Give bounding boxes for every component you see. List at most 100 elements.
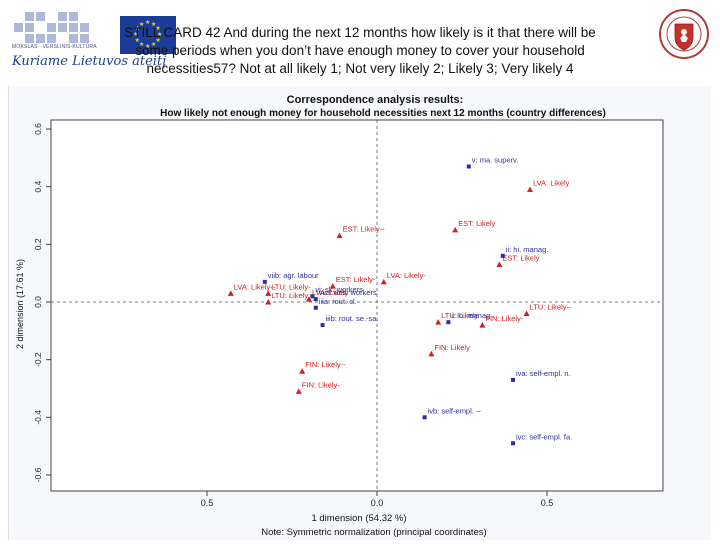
x-axis-label: 1 dimension (54.32 %) [311,513,406,524]
point-label: viia: uns. workers [319,288,377,297]
point-marker-occupation [262,279,267,284]
y-tick-label: -0.2 [33,352,43,367]
logo-cell [36,12,45,21]
y-tick-label: 0.6 [33,123,43,135]
point-marker-occupation [511,441,515,446]
point-label: FIN: Likely-- [305,360,346,369]
y-tick-label: -0.4 [33,410,43,425]
y-tick-label: 0.2 [33,238,43,250]
title-line-3: necessities57? Not at all likely 1; Not … [146,61,574,76]
x-tick-label: 0.0 [371,498,384,508]
point-label: FIN: Likely [434,343,470,352]
point-label: EST: Likely- [336,275,376,284]
point-label: LTU: Likely-- [530,303,572,312]
point-label: v: ma. superv. [472,155,519,164]
point-label: vi: sk. workers [315,285,363,294]
chart-subtitle: How likely not enough money for househol… [160,108,606,119]
point-label: LVA: Likely [312,288,349,297]
point-label: LVA: Likely- [387,271,426,280]
title-line-1: STILL CARD 42 And during the next 12 mon… [124,25,596,40]
point-marker-occupation [511,377,515,382]
eu-star-icon: ★ [139,42,145,49]
point-label: i: lo. manag. [451,311,492,320]
point-marker-country [527,186,533,193]
point-marker-country [452,226,459,233]
university-seal-icon [659,9,709,59]
logo-cell [80,34,89,43]
point-marker-country [265,299,272,305]
logo-script: Kuriame Lietuvos ateitį [12,54,167,69]
eu-star-icon: ★ [145,44,151,50]
plot-frame [50,119,664,492]
axes-layer: 0.5 0.0 0.5 0.6 0.4 0.2 0.0 -0.2 -0.4 -0.6 [33,120,663,508]
y-axis-label: 2 dimension (17.61 %) [15,259,25,349]
y-tick-label: -0.6 [33,467,43,482]
eu-star-icon: ★ [133,32,139,38]
point-marker-country [227,290,234,296]
chart-title: Correspondence analysis results: [287,94,464,106]
logo-cell [69,23,78,32]
point-label: EST: Likely [502,254,539,263]
eu-star-icon: ★ [151,42,157,49]
point-marker-country [428,350,435,357]
x-tick-label: 0.5 [201,498,214,508]
point-label: LTU: Likely- [271,282,311,291]
point-label: EST: Likely-- [343,225,386,234]
eu-star-icon: ★ [157,32,163,38]
plot-panel: Correspondence analysis results: How lik… [8,86,711,540]
eu-star-icon: ★ [155,38,161,44]
logo-cell [25,34,34,43]
eu-flag-icon: ★ ★ ★ ★ ★ ★ ★ ★ ★ ★ ★ ★ [120,16,176,54]
point-marker-country [295,388,302,394]
point-label: FIN: Likely- [302,380,340,389]
points-layer: LVA: Likely EST: Likely EST: Likely-- EST: … [227,155,572,446]
eu-star-icon: ★ [145,20,151,26]
logo-cell [69,12,78,21]
point-marker-country [329,283,336,289]
logo-cell [25,12,34,21]
point-label: ii: hi. manag. [506,245,549,254]
point-label: iva: self-empl. n. [516,369,571,378]
point-label: LTU: Likely [441,311,478,320]
point-marker-occupation [310,294,315,299]
project-logo: MOKSLAS - VERSLINIS-KULTŪRA Kuriame Liet… [8,10,166,74]
logo-cell [58,23,67,32]
point-label: FIN: Likely- [485,314,523,323]
logo-cell [25,23,34,32]
eu-star-icon: ★ [151,21,157,28]
point-marker-occupation [500,253,505,258]
point-marker-occupation [466,164,471,169]
point-label: iiia: rout. cl. [319,297,357,306]
point-marker-occupation [313,297,318,302]
eu-star-icon: ★ [139,21,145,28]
slide-title: STILL CARD 42 And during the next 12 mon… [90,24,630,78]
y-tick-label: 0.4 [33,180,43,192]
point-marker-occupation [446,320,451,325]
point-marker-country [380,278,387,285]
point-label: LTU: Likely [271,291,308,300]
point-label: LVA: Likely-- [234,282,276,291]
point-marker-occupation [313,305,318,310]
point-label: ivc: self-empl. fa. [516,432,572,441]
y-tick-label: 0.0 [33,296,43,308]
point-marker-occupation [422,415,427,420]
point-marker-country [306,296,312,302]
point-marker-country [523,310,530,317]
correspondence-chart: Correspondence analysis results: How lik… [15,94,664,538]
point-label: iiib: rout. se.-sa. [326,314,379,323]
logo-caption: MOKSLAS - VERSLINIS-KULTŪRA [12,44,97,50]
title-line-2: some periods when you don’t have enough … [135,43,585,58]
eu-star-icon: ★ [134,38,140,44]
eu-star-icon: ★ [134,26,140,32]
point-marker-country [479,322,486,328]
chart-note: Note: Symmetric normalization (principal… [261,527,486,538]
point-marker-country [336,232,343,239]
x-tick-label: 0.5 [541,498,554,508]
point-marker-country [265,290,272,296]
logo-cell [58,12,67,21]
eu-star-icon: ★ [155,26,161,32]
point-marker-country [435,319,442,325]
logo-cell [36,34,45,43]
logo-cell [47,34,56,43]
point-marker-country [299,368,306,374]
